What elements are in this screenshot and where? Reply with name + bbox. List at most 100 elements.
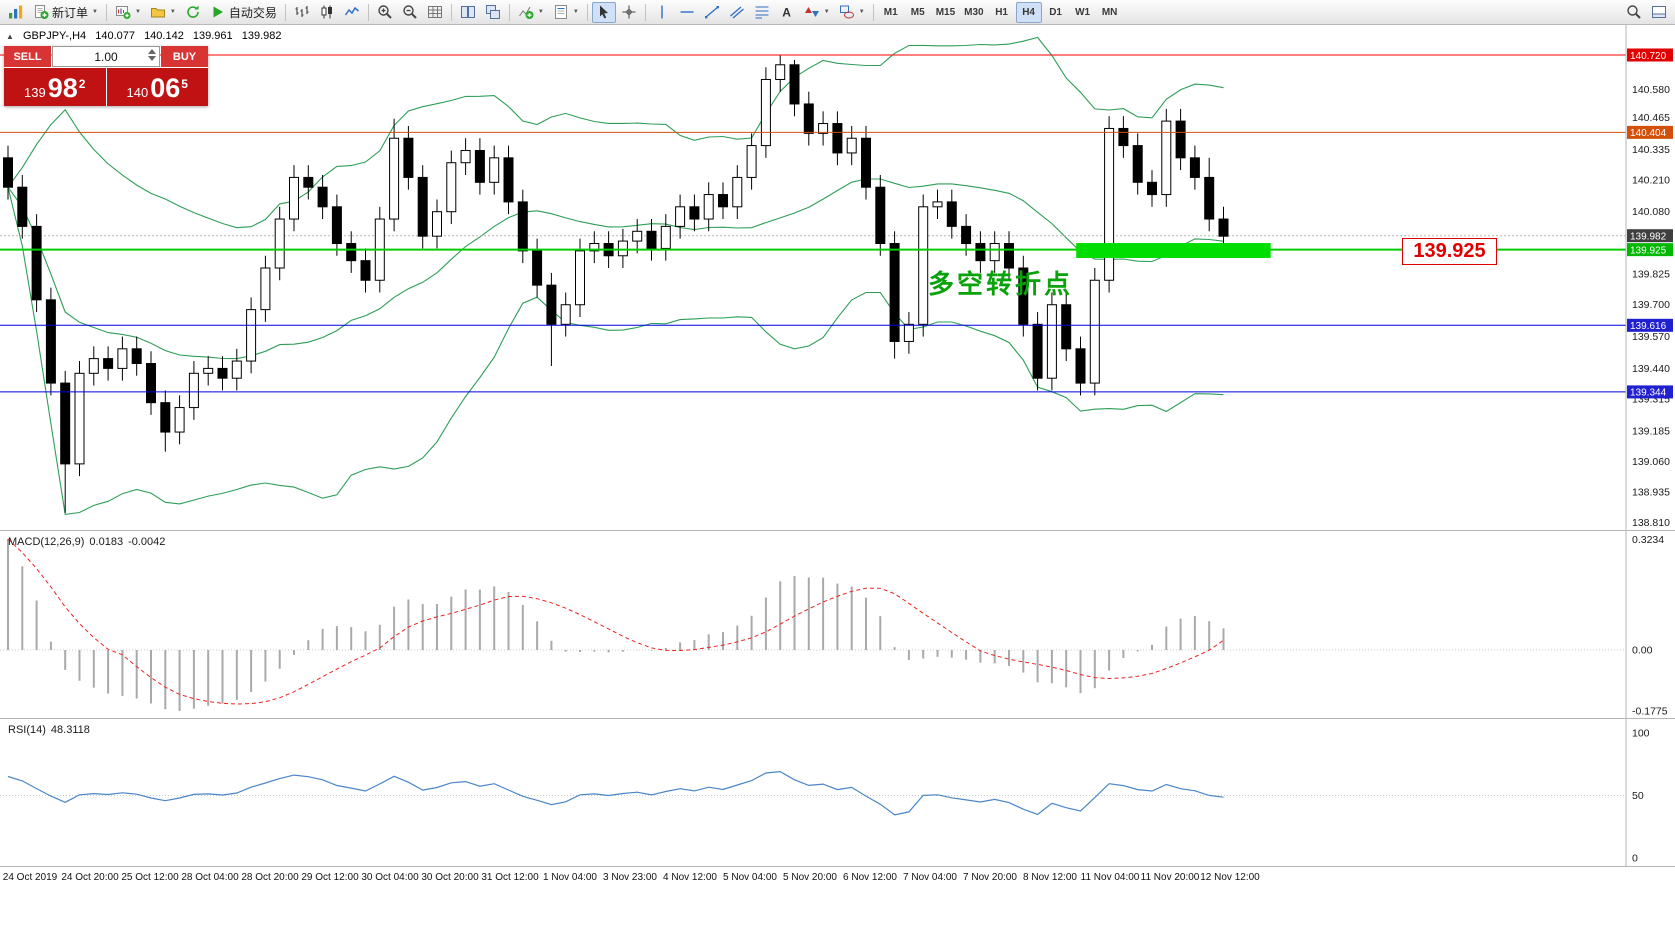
arrowmark-icon [804, 4, 820, 20]
time-label: 5 Nov 20:00 [783, 872, 837, 883]
autotrading-button-label: 自动交易 [228, 5, 277, 20]
templates-button[interactable]: ▼ [549, 2, 583, 23]
svg-text:A: A [782, 6, 791, 20]
toolbar-separator [284, 3, 286, 21]
time-label: 6 Nov 12:00 [843, 872, 897, 883]
grid-button[interactable] [423, 2, 447, 23]
macd-name: MACD(12,26,9) [8, 536, 85, 548]
fib-icon [754, 4, 770, 20]
text-label-button[interactable]: A [775, 2, 799, 23]
collapse-triangle-icon[interactable]: ▲ [6, 32, 14, 41]
svg-text:140.210: 140.210 [1632, 174, 1670, 186]
timeframe-m1[interactable]: M1 [883, 6, 898, 18]
rsi-indicator-chart[interactable]: 100 50 0 [0, 719, 1675, 866]
new-chart-button[interactable]: ▼ [111, 2, 145, 23]
svg-text:139.825: 139.825 [1632, 269, 1670, 281]
macd-label: MACD(12,26,9) 0.0183 -0.0042 [8, 536, 170, 548]
buy-price-display[interactable]: 140 06 5 [106, 68, 208, 106]
symbol-open: 140.077 [95, 30, 135, 42]
svg-text:139.344: 139.344 [1630, 388, 1667, 399]
caret-down-icon: ▼ [537, 9, 544, 15]
timeframe-h4[interactable]: H4 [1015, 1, 1042, 23]
timeframe-mn[interactable]: MN [1101, 6, 1118, 18]
one-click-trading-panel: SELL 1.00 BUY 139 98 2 140 06 5 [4, 46, 208, 106]
timeframe-m30[interactable]: M30 [964, 6, 984, 18]
app-icon-button[interactable] [4, 2, 28, 23]
spinner-down-icon[interactable] [148, 56, 156, 61]
time-axis[interactable]: 24 Oct 2019 24 Oct 20:00 25 Oct 12:00 28 Oc… [0, 866, 1675, 888]
macd-indicator-chart[interactable]: 0.3234 0.00 -0.1775 [0, 531, 1675, 718]
cascade-windows-button[interactable] [481, 2, 505, 23]
autotrading-button[interactable]: 自动交易 [206, 2, 281, 23]
toolbar-separator [872, 3, 874, 21]
caret-down-icon: ▼ [169, 9, 176, 15]
turning-point-annotation: 多空转折点 [928, 269, 1074, 299]
caret-down-icon: ▼ [92, 9, 98, 15]
horizontal-line-button[interactable] [675, 2, 699, 23]
symbol-high: 140.142 [144, 30, 184, 42]
candlestick-chart[interactable]: 140.580 140.465 140.335 140.210 140.080 139.8… [0, 25, 1675, 530]
trendline-button[interactable] [700, 2, 724, 23]
buy-price-figure: 140 [126, 85, 149, 100]
svg-text:139.060: 139.060 [1632, 456, 1670, 468]
time-label: 25 Oct 12:00 [121, 872, 179, 883]
search-button[interactable] [1622, 2, 1646, 23]
timeframe-w1[interactable]: W1 [1075, 6, 1091, 18]
time-label: 30 Oct 04:00 [361, 872, 419, 883]
cursor-button[interactable] [591, 1, 616, 23]
timeframe-m5[interactable]: M5 [910, 6, 925, 18]
vertical-line-button[interactable] [650, 2, 674, 23]
indicators-button[interactable]: ▼ [514, 2, 548, 23]
line-chart-button[interactable] [340, 2, 364, 23]
timeframe-m15[interactable]: M15 [935, 6, 956, 18]
candles-icon [319, 4, 335, 20]
price-chart-panel: 140.580 140.465 140.335 140.210 140.080 139.8… [0, 25, 1675, 530]
rsi-indicator-panel: 100 50 0 RSI(14) 48.3118 [0, 718, 1675, 866]
time-label: 1 Nov 04:00 [543, 872, 597, 883]
new-order-button[interactable]: 新订单 ▼ [29, 2, 102, 23]
trend-icon [704, 4, 720, 20]
sell-button[interactable]: SELL [4, 46, 51, 67]
arrow-objects-button[interactable]: ▼ [800, 2, 834, 23]
new-order-button-label: 新订单 [52, 5, 89, 20]
data-window-button[interactable] [1647, 2, 1671, 23]
svg-text:0: 0 [1632, 853, 1638, 865]
fibonacci-button[interactable] [750, 2, 774, 23]
volume-input[interactable]: 1.00 [52, 46, 160, 67]
panels-icon [1651, 4, 1667, 20]
time-label: 29 Oct 12:00 [301, 872, 359, 883]
volume-spinner[interactable] [148, 49, 156, 61]
zoom-in-button[interactable] [373, 2, 397, 23]
refresh-button[interactable] [181, 2, 205, 23]
buy-button[interactable]: BUY [161, 46, 208, 67]
toolbar-separator [450, 3, 452, 21]
shapes-button[interactable]: ▼ [835, 2, 869, 23]
profiles-button[interactable]: ▼ [146, 2, 180, 23]
timeframe-d1[interactable]: D1 [1049, 6, 1062, 18]
tile-windows-button[interactable] [456, 2, 480, 23]
sell-price-display[interactable]: 139 98 2 [4, 68, 106, 106]
symbol-close: 139.982 [241, 30, 282, 42]
channel-icon [729, 4, 745, 20]
chartplus-icon [115, 4, 131, 20]
search-icon [1626, 4, 1642, 20]
refresh-icon [185, 4, 201, 20]
svg-text:140.465: 140.465 [1632, 112, 1670, 124]
toolbar-separator [586, 3, 588, 21]
hline-icon [679, 4, 695, 20]
candle-chart-button[interactable] [315, 2, 339, 23]
rsi-label: RSI(14) 48.3118 [8, 724, 95, 736]
neworder-icon [33, 4, 49, 20]
timeframe-h1[interactable]: H1 [995, 6, 1008, 18]
channel-button[interactable] [725, 2, 749, 23]
spinner-up-icon[interactable] [148, 49, 156, 54]
crosshair-button[interactable] [617, 2, 641, 23]
svg-text:140.580: 140.580 [1632, 84, 1670, 96]
zoom-out-button[interactable] [398, 2, 422, 23]
bar-chart-button[interactable] [290, 2, 314, 23]
svg-text:140.080: 140.080 [1632, 206, 1670, 218]
svg-text:138.935: 138.935 [1632, 487, 1670, 499]
time-label: 8 Nov 12:00 [1023, 872, 1077, 883]
svg-text:0.00: 0.00 [1632, 645, 1653, 657]
sell-price-figure: 139 [24, 85, 46, 100]
